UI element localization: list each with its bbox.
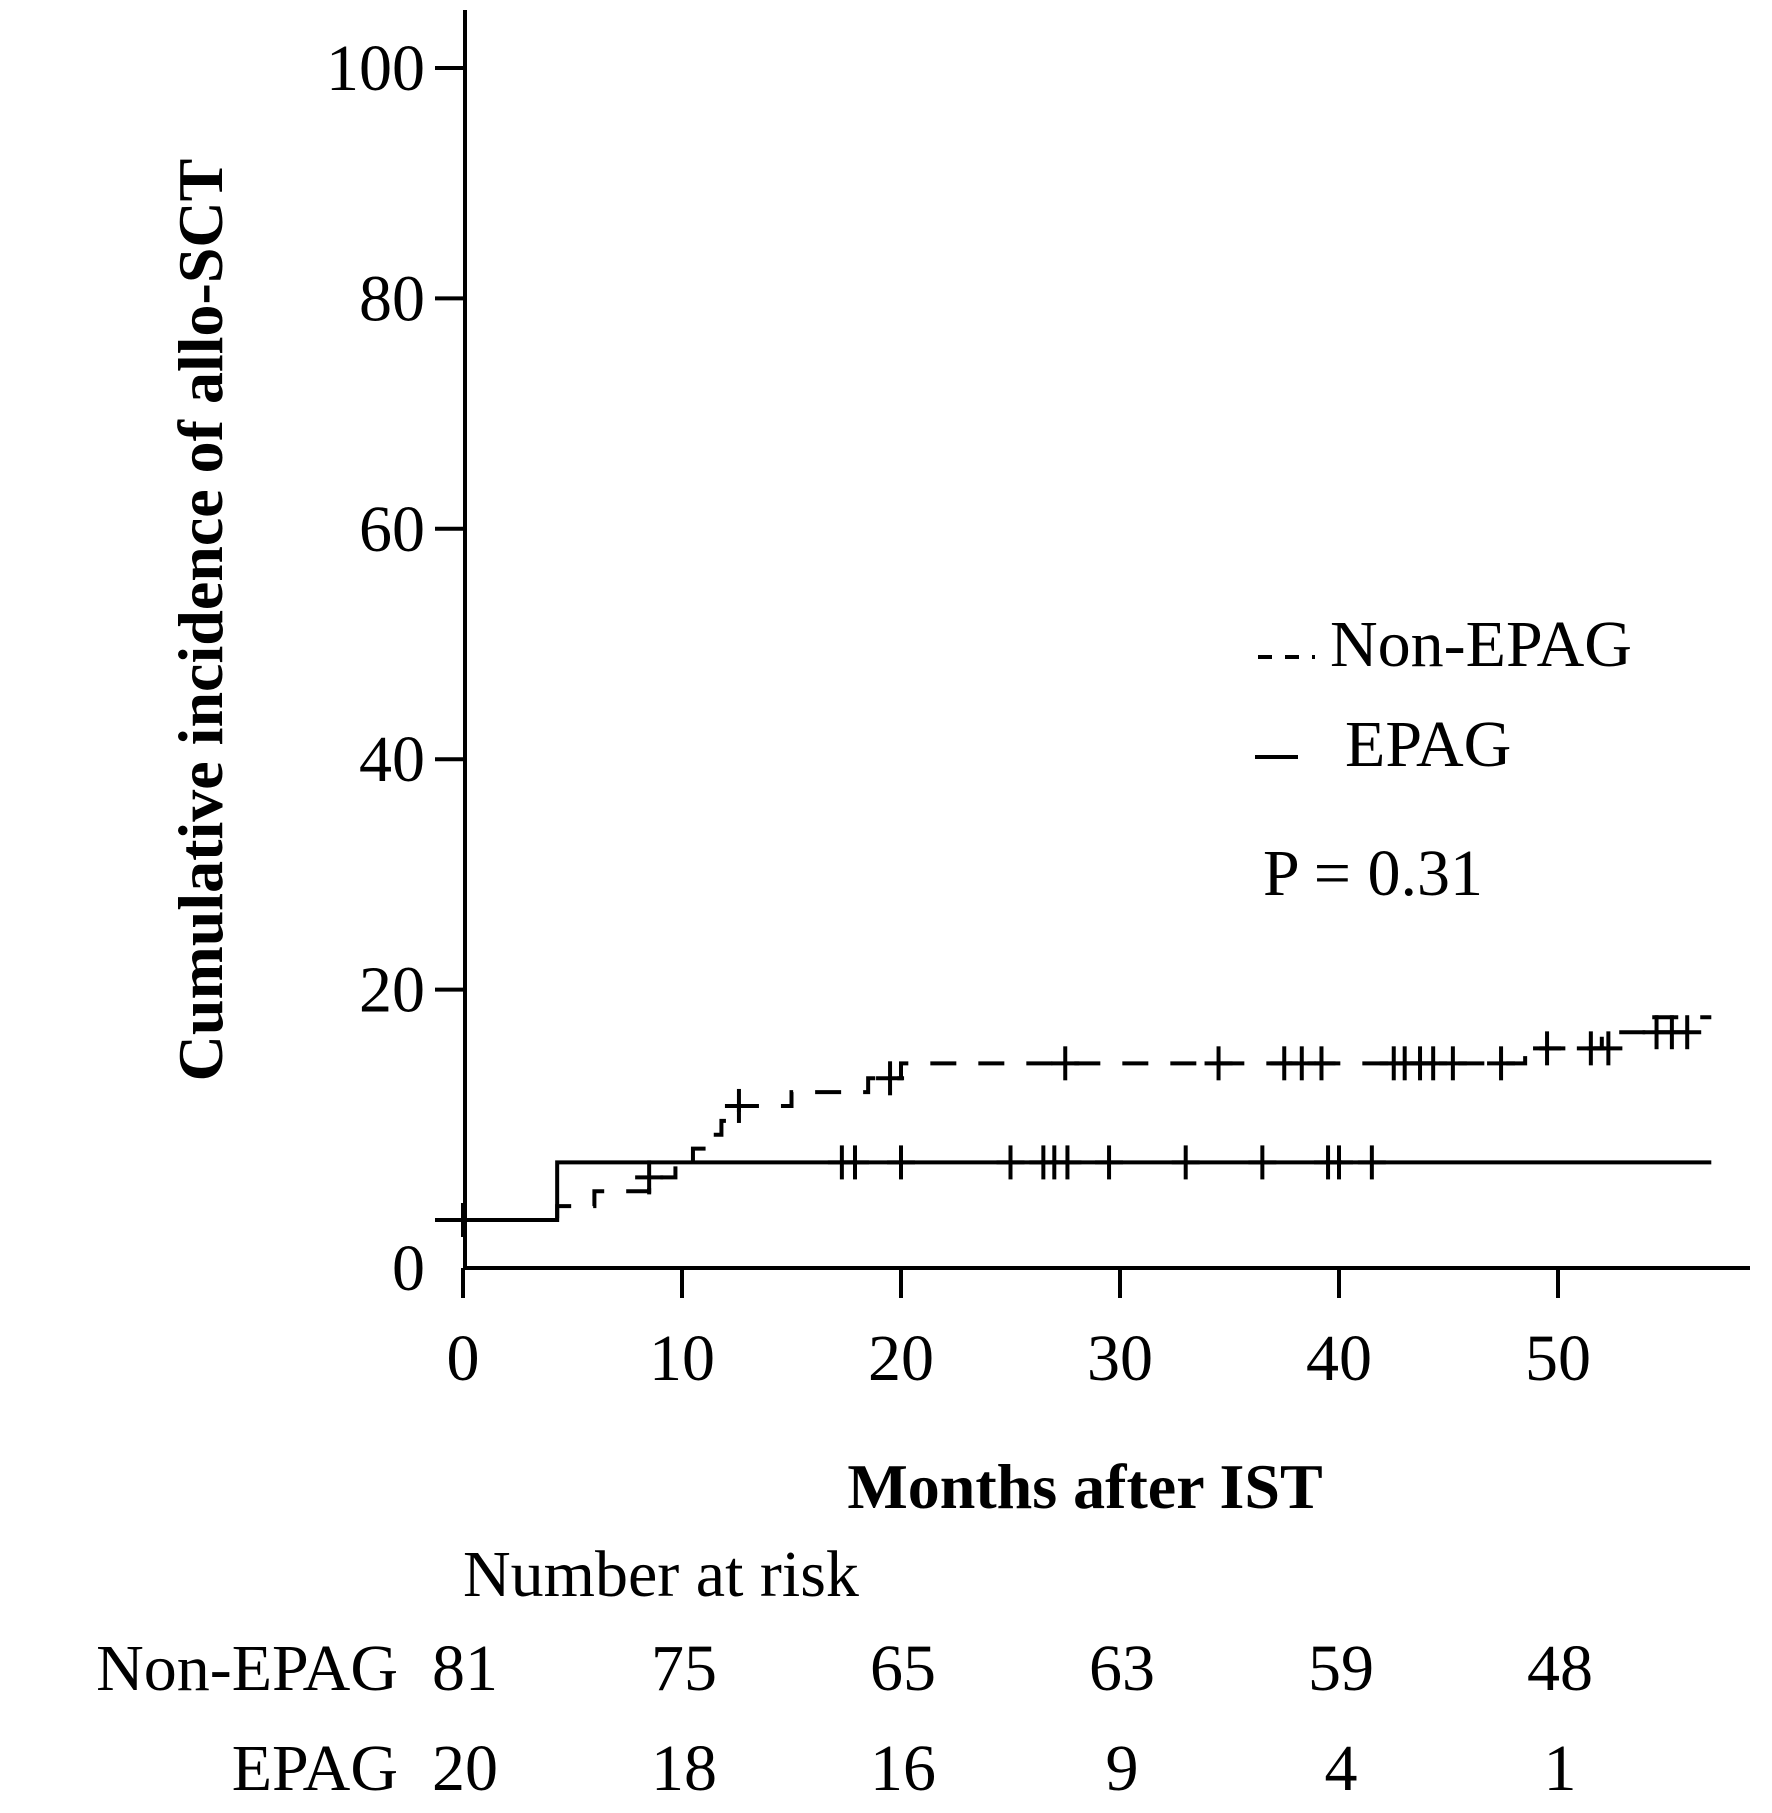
risk-value: 18 [651, 1732, 717, 1805]
risk-value: 1 [1544, 1732, 1577, 1805]
censor-mark-non-epag [876, 1061, 905, 1096]
censor-mark-non-epag [1594, 1031, 1623, 1066]
risk-table: Number at risk Non-EPAG EPAG 81 75 65 63 59 4… [96, 1538, 1593, 1805]
risk-values: 81 75 65 63 59 48 20 18 16 9 4 1 [432, 1632, 1593, 1805]
censor-mark-non-epag [635, 1160, 664, 1195]
x-axis-title: Months after IST [847, 1451, 1322, 1522]
censor-mark-epag [1053, 1145, 1082, 1180]
censor-mark-non-epag [1673, 1015, 1702, 1050]
origin-censor-mark [449, 1203, 477, 1237]
censor-mark-epag [1171, 1145, 1200, 1180]
risk-value: 20 [432, 1732, 498, 1805]
censor-mark-non-epag [1204, 1046, 1233, 1081]
risk-value: 9 [1106, 1732, 1139, 1805]
censor-mark-non-epag [1051, 1046, 1080, 1081]
legend-label-non-epag: Non-EPAG [1330, 608, 1632, 681]
censor-mark-epag [1095, 1145, 1124, 1180]
series-line-non-epag [463, 1015, 1712, 1222]
censor-mark-non-epag [1533, 1031, 1562, 1066]
censor-mark-epag [841, 1145, 870, 1180]
x-tick-label: 10 [649, 1322, 715, 1395]
y-tick-label: 40 [359, 723, 425, 796]
y-axis-title: Cumulative incidence of allo-SCT [165, 159, 236, 1082]
y-tick-label: 20 [359, 954, 425, 1027]
censor-mark-non-epag [724, 1088, 753, 1123]
risk-row-label-epag: EPAG [232, 1732, 398, 1805]
censor-mark-epag [1357, 1145, 1386, 1180]
risk-value: 48 [1527, 1632, 1593, 1705]
risk-value: 16 [870, 1732, 936, 1805]
legend: Non-EPAG EPAG P = 0.31 [1255, 608, 1632, 910]
risk-table-title: Number at risk [463, 1538, 859, 1611]
y-tick-label: 60 [359, 493, 425, 566]
x-tick-label: 50 [1525, 1322, 1591, 1395]
axes: 0 20 40 60 80 100 0 10 20 30 40 50 [326, 10, 1750, 1395]
legend-label-epag: EPAG [1345, 708, 1511, 781]
x-tick-label: 40 [1306, 1322, 1372, 1395]
censor-mark-epag [1325, 1145, 1353, 1180]
y-tick-label: 0 [392, 1232, 425, 1305]
p-value-annotation: P = 0.31 [1263, 837, 1483, 910]
censor-mark-non-epag [1307, 1046, 1336, 1081]
y-tick-label: 100 [326, 32, 425, 105]
censor-mark-epag [996, 1145, 1025, 1180]
x-tick-label: 0 [447, 1322, 480, 1395]
risk-row-label-non-epag: Non-EPAG [96, 1632, 398, 1705]
censor-mark-epag [887, 1145, 915, 1180]
risk-value: 4 [1325, 1732, 1358, 1805]
risk-value: 63 [1089, 1632, 1155, 1705]
censor-mark-non-epag [1487, 1046, 1516, 1081]
risk-value: 65 [870, 1632, 936, 1705]
x-tick-label: 30 [1087, 1322, 1153, 1395]
risk-value: 81 [432, 1632, 498, 1705]
x-tick-label: 20 [868, 1322, 934, 1395]
censor-mark-non-epag [1438, 1046, 1467, 1081]
censor-mark-epag [1248, 1145, 1277, 1180]
risk-value: 75 [651, 1632, 717, 1705]
series-line-epag [463, 1160, 1712, 1222]
y-tick-label: 80 [359, 262, 425, 335]
risk-value: 59 [1308, 1632, 1374, 1705]
series-layer [449, 1015, 1712, 1237]
